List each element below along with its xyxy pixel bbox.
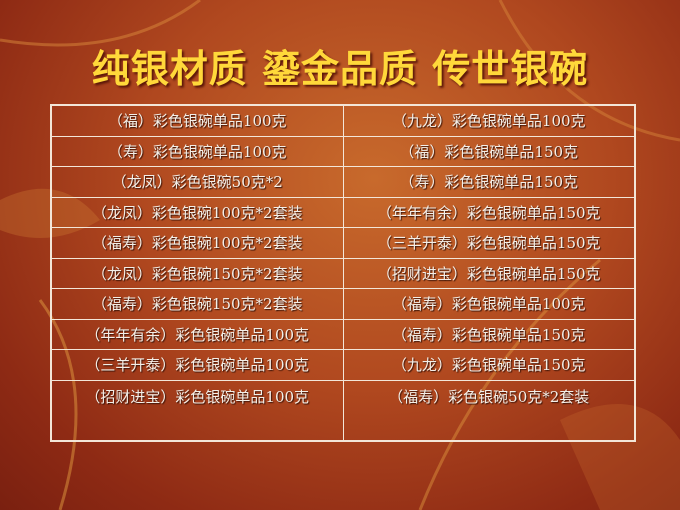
product-cell: （福寿）彩色银碗50克*2套装	[342, 379, 636, 441]
product-cell: （福寿）彩色银碗单品100克	[342, 288, 636, 320]
table-row: （福寿）彩色银碗150克*2套装 （福寿）彩色银碗单品100克	[50, 288, 636, 320]
product-cell: （年年有余）彩色银碗单品100克	[50, 318, 344, 350]
product-cell: （九龙）彩色银碗单品100克	[342, 104, 636, 137]
product-cell: （福寿）彩色银碗100克*2套装	[50, 227, 344, 259]
product-cell: （九龙）彩色银碗单品150克	[342, 349, 636, 381]
product-cell: （寿）彩色银碗单品100克	[50, 135, 344, 167]
table-row: （年年有余）彩色银碗单品100克 （福寿）彩色银碗单品150克	[50, 318, 636, 350]
product-cell: （招财进宝）彩色银碗单品100克	[50, 379, 344, 441]
table-row: （寿）彩色银碗单品100克 （福）彩色银碗单品150克	[50, 135, 636, 167]
product-cell: （福寿）彩色银碗单品150克	[342, 318, 636, 350]
product-cell: （三羊开泰）彩色银碗单品150克	[342, 227, 636, 259]
table-row: （龙凤）彩色银碗150克*2套装 （招财进宝）彩色银碗单品150克	[50, 257, 636, 289]
slide-title: 纯银材质 鎏金品质 传世银碗	[91, 46, 589, 91]
table-row: （福寿）彩色银碗100克*2套装 （三羊开泰）彩色银碗单品150克	[50, 227, 636, 259]
table-row: （龙凤）彩色银碗100克*2套装 （年年有余）彩色银碗单品150克	[50, 196, 636, 228]
product-cell: （年年有余）彩色银碗单品150克	[342, 196, 636, 228]
table-row: （福）彩色银碗单品100克 （九龙）彩色银碗单品100克	[50, 104, 636, 137]
product-cell: （龙凤）彩色银碗100克*2套装	[50, 196, 344, 228]
product-cell: （福）彩色银碗单品100克	[50, 104, 344, 137]
table-row: （三羊开泰）彩色银碗单品100克 （九龙）彩色银碗单品150克	[50, 349, 636, 381]
product-cell: （龙凤）彩色银碗150克*2套装	[50, 257, 344, 289]
product-cell: （福寿）彩色银碗150克*2套装	[50, 288, 344, 320]
product-cell: （寿）彩色银碗单品150克	[342, 166, 636, 198]
product-cell: （龙凤）彩色银碗50克*2	[50, 166, 344, 198]
table-row: （龙凤）彩色银碗50克*2 （寿）彩色银碗单品150克	[50, 166, 636, 198]
product-cell: （福）彩色银碗单品150克	[342, 135, 636, 167]
product-cell: （招财进宝）彩色银碗单品150克	[342, 257, 636, 289]
table-row: （招财进宝）彩色银碗单品100克 （福寿）彩色银碗50克*2套装	[50, 379, 636, 441]
product-table: （福）彩色银碗单品100克 （九龙）彩色银碗单品100克 （寿）彩色银碗单品100克…	[50, 104, 636, 442]
product-cell: （三羊开泰）彩色银碗单品100克	[50, 349, 344, 381]
